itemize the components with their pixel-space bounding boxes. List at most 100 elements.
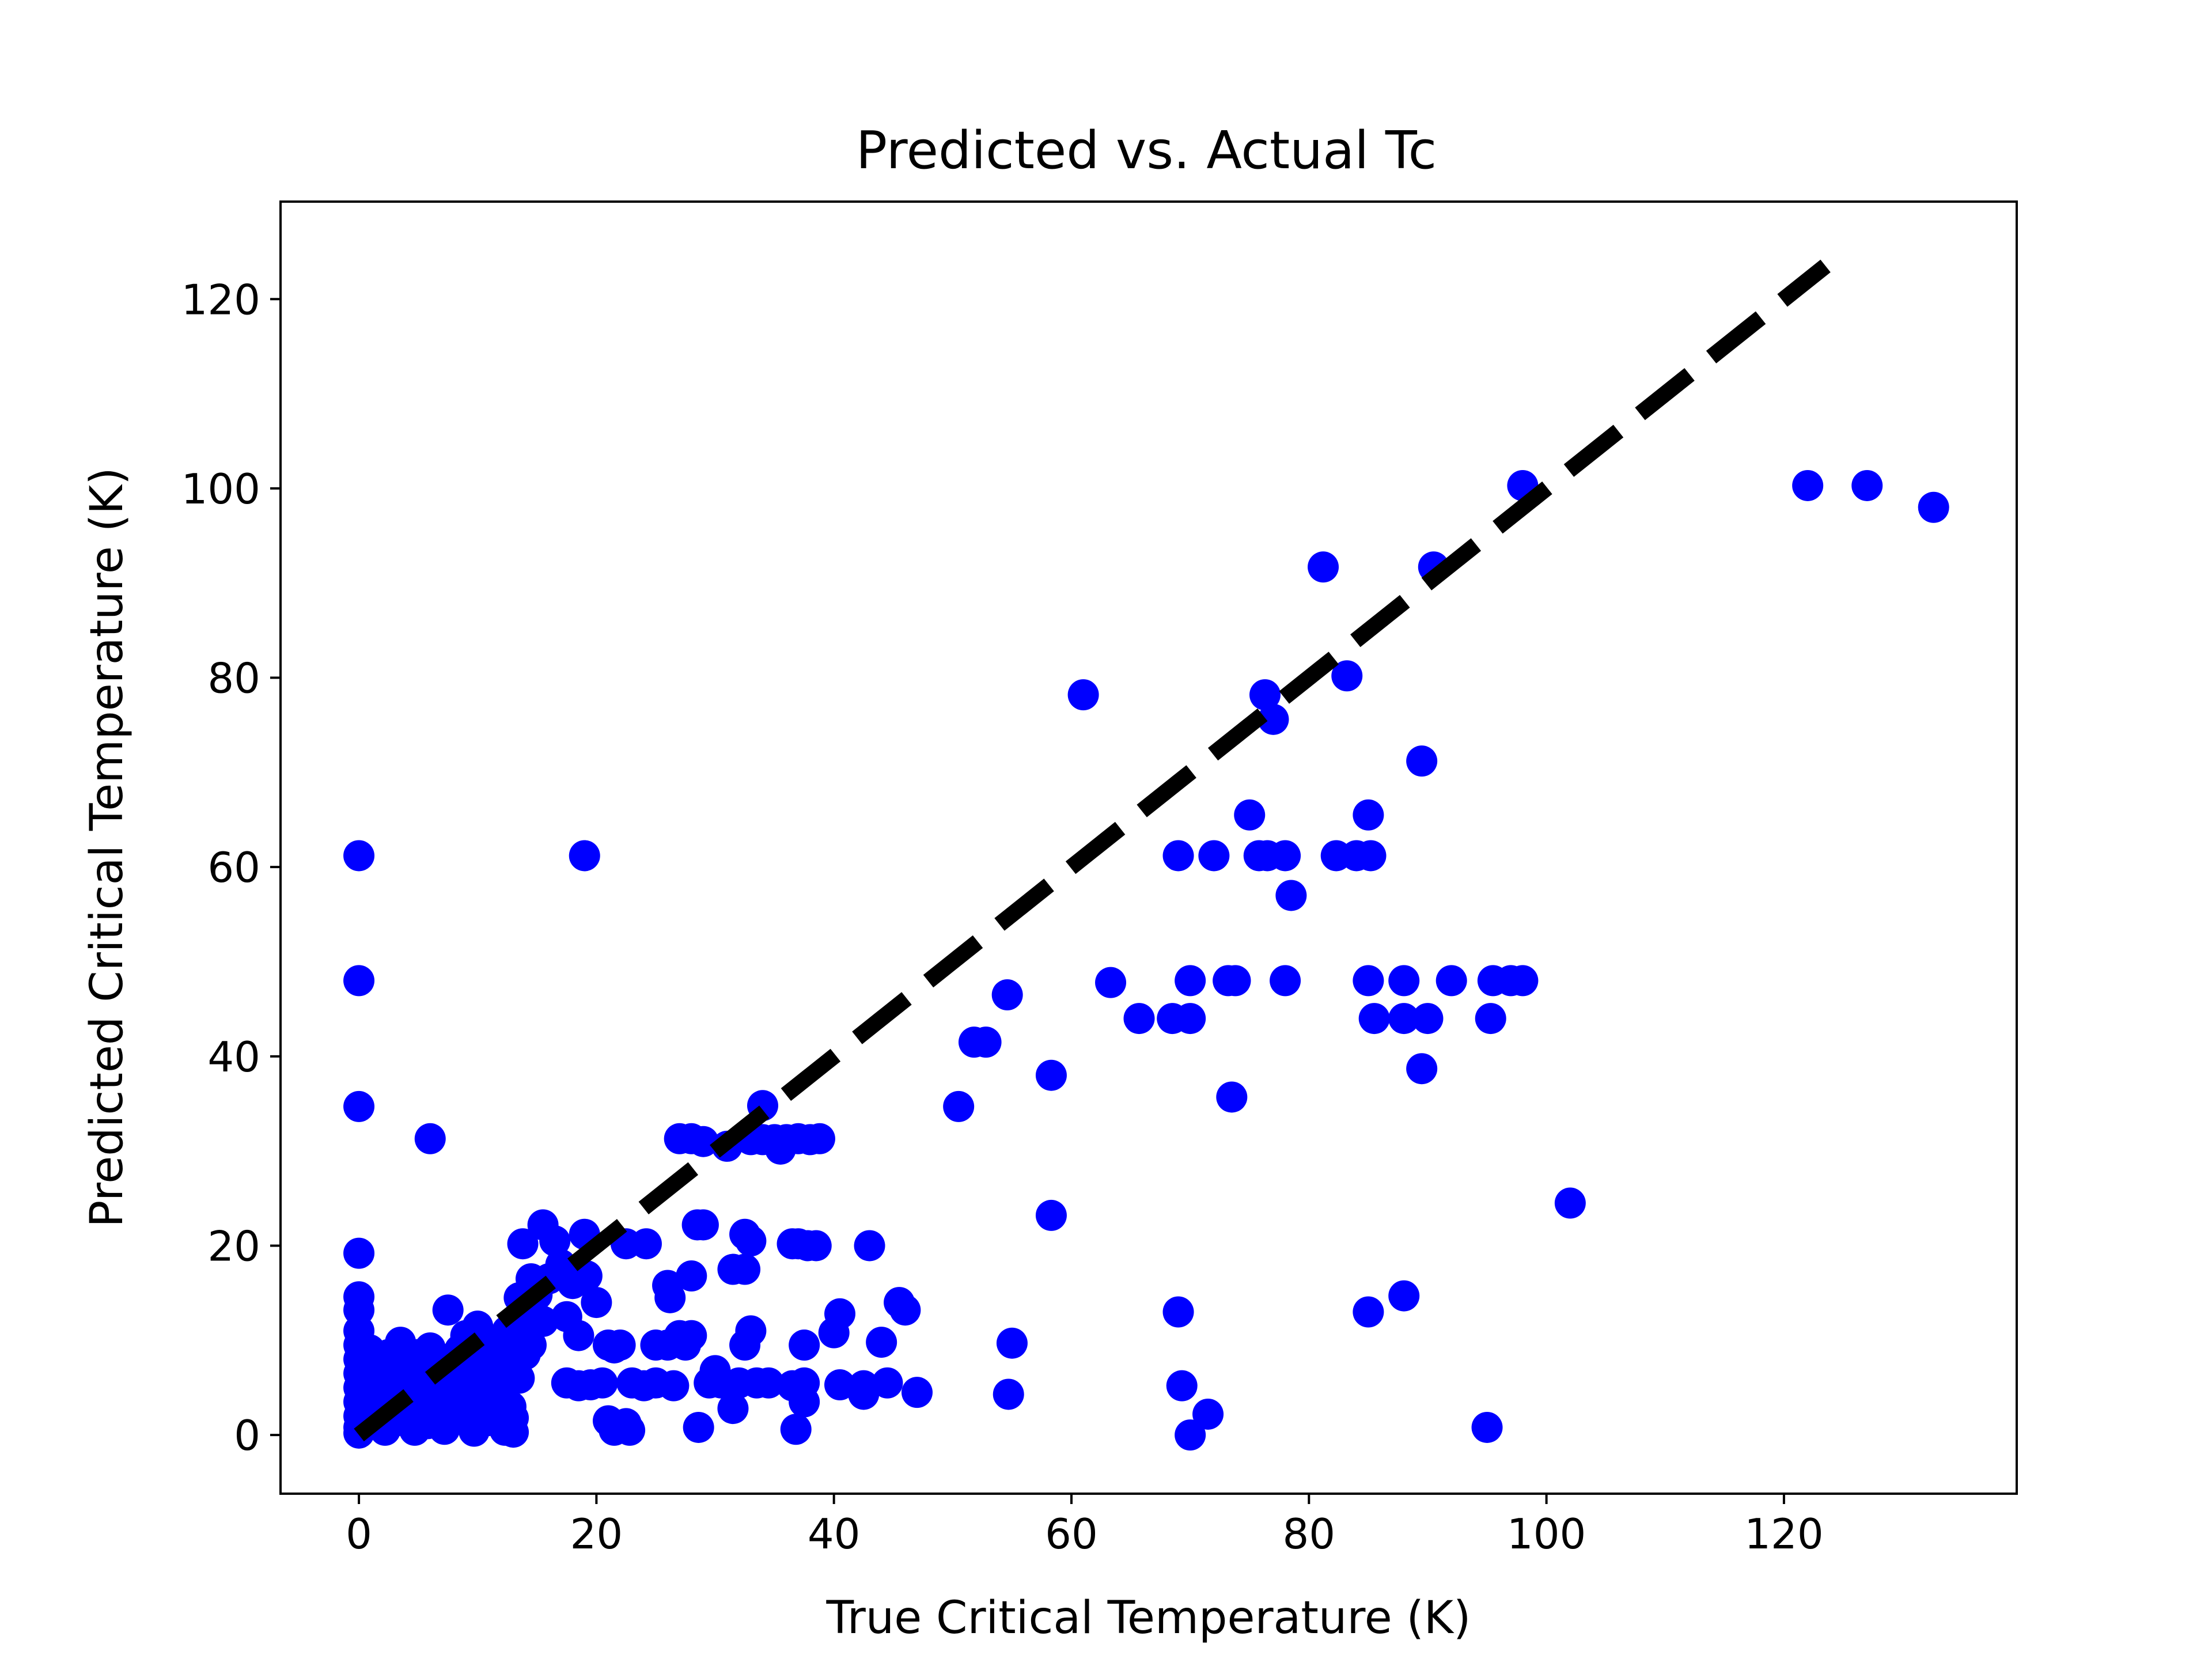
- data-point: [735, 1315, 767, 1347]
- data-point: [1234, 799, 1266, 831]
- data-point: [343, 965, 375, 997]
- data-point: [996, 1327, 1028, 1359]
- y-tick-label: 20: [207, 1222, 260, 1270]
- y-tick-label: 0: [234, 1411, 260, 1460]
- data-point: [1406, 1053, 1438, 1085]
- reference-line: [354, 259, 1831, 1442]
- x-tick-label: 0: [346, 1510, 372, 1558]
- data-point: [1388, 1003, 1420, 1035]
- data-point: [1353, 799, 1384, 831]
- x-tick-label: 20: [570, 1510, 623, 1558]
- data-point: [1175, 1003, 1206, 1035]
- data-point: [1162, 840, 1194, 872]
- data-point: [539, 1225, 571, 1257]
- data-point: [753, 1367, 785, 1399]
- data-point: [343, 840, 375, 872]
- data-point: [943, 1090, 975, 1122]
- plot-frame: [279, 200, 2018, 1495]
- data-point: [654, 1282, 686, 1313]
- data-point: [1355, 840, 1387, 872]
- data-point: [993, 1378, 1024, 1410]
- data-point: [1331, 660, 1363, 692]
- data-point: [676, 1320, 707, 1351]
- data-point: [604, 1330, 636, 1361]
- data-point: [970, 1027, 1002, 1058]
- data-point: [824, 1369, 855, 1401]
- data-point: [687, 1126, 719, 1157]
- data-point: [343, 1090, 375, 1122]
- data-point: [800, 1230, 832, 1262]
- data-point: [614, 1414, 646, 1446]
- x-axis-label: True Critical Temperature (K): [826, 1592, 1471, 1644]
- data-point: [569, 840, 600, 872]
- data-point: [683, 1411, 714, 1443]
- y-tick-label: 120: [181, 275, 260, 324]
- data-point: [854, 1230, 885, 1262]
- data-point: [515, 1330, 547, 1361]
- data-point: [432, 1294, 464, 1326]
- data-point: [563, 1320, 594, 1351]
- data-point: [824, 1298, 855, 1330]
- data-point: [1216, 1081, 1248, 1113]
- data-point: [1412, 1003, 1444, 1035]
- x-tick-label: 60: [1045, 1510, 1098, 1558]
- data-point: [991, 979, 1023, 1011]
- data-point: [491, 1315, 523, 1347]
- x-axis: 0 20 40 60 80 100 120: [346, 1494, 1824, 1558]
- data-point: [1507, 965, 1539, 997]
- data-point: [1162, 1296, 1194, 1328]
- data-point: [1270, 840, 1301, 872]
- x-tick-label: 120: [1744, 1510, 1823, 1558]
- data-point: [507, 1228, 539, 1260]
- data-point: [658, 1370, 690, 1402]
- y-axis-label: Predicted Critical Temperature (K): [81, 467, 133, 1227]
- data-point: [1219, 965, 1251, 997]
- data-point: [687, 1209, 719, 1241]
- x-tick-label: 40: [808, 1510, 861, 1558]
- data-point: [1358, 1003, 1390, 1035]
- data-point: [780, 1414, 812, 1445]
- data-point: [1388, 965, 1420, 997]
- data-point: [414, 1123, 446, 1154]
- data-point: [901, 1377, 933, 1408]
- data-point: [1123, 1003, 1155, 1035]
- data-point: [1175, 965, 1206, 997]
- data-point: [1035, 1199, 1067, 1231]
- data-point: [1471, 1411, 1503, 1443]
- data-point: [1353, 1296, 1384, 1328]
- data-point: [1035, 1059, 1067, 1091]
- data-point: [789, 1386, 820, 1418]
- data-point: [1554, 1187, 1586, 1219]
- y-tick-label: 80: [207, 654, 260, 703]
- plot-area: [343, 259, 1949, 1451]
- data-point: [872, 1367, 903, 1399]
- y-tick-label: 60: [207, 843, 260, 892]
- data-point: [848, 1378, 880, 1410]
- data-point: [1270, 965, 1301, 997]
- data-point: [1166, 1370, 1198, 1402]
- data-point: [343, 1237, 375, 1269]
- data-point: [503, 1362, 535, 1394]
- data-point: [1257, 703, 1289, 735]
- data-point: [1249, 679, 1281, 711]
- data-point: [586, 1367, 618, 1399]
- data-point: [527, 1305, 559, 1337]
- data-point: [1388, 1280, 1420, 1312]
- data-point: [1198, 840, 1230, 872]
- y-tick-label: 40: [207, 1033, 260, 1081]
- data-point: [889, 1294, 921, 1326]
- y-axis: 0 20 40 60 80 100 120: [181, 275, 281, 1460]
- data-point: [1851, 469, 1883, 501]
- chart-title: Predicted vs. Actual Tc: [856, 120, 1437, 181]
- data-point: [630, 1228, 662, 1260]
- data-point: [789, 1330, 820, 1361]
- data-point: [1175, 1419, 1206, 1451]
- data-point: [1435, 965, 1467, 997]
- data-point: [1308, 551, 1339, 583]
- data-point: [1918, 491, 1949, 523]
- data-point: [1792, 469, 1824, 501]
- x-tick-label: 80: [1282, 1510, 1335, 1558]
- data-point: [1275, 880, 1307, 911]
- data-point: [1475, 1003, 1506, 1035]
